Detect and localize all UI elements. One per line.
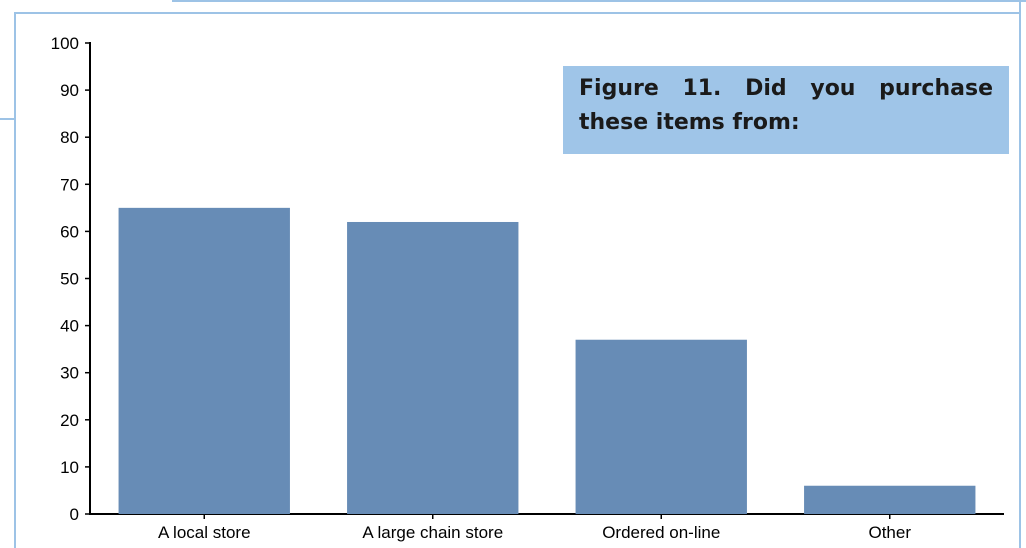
frame-border-right bbox=[1019, 0, 1021, 548]
frame-border-left bbox=[14, 118, 16, 548]
frame-border-stub bbox=[0, 118, 16, 120]
y-axis: 0 10 20 30 40 50 60 70 80 90 100 bbox=[51, 34, 91, 524]
bar bbox=[804, 485, 976, 514]
y-tick-label: 50 bbox=[60, 270, 79, 289]
bar bbox=[118, 207, 290, 514]
figure-caption: Figure 11. Did you purchase these items … bbox=[563, 66, 1009, 154]
y-tick-label: 70 bbox=[60, 175, 79, 194]
x-tick-label: A large chain store bbox=[362, 523, 503, 542]
y-tick-label: 0 bbox=[70, 505, 79, 524]
y-tick-label: 10 bbox=[60, 458, 79, 477]
frame-border-top bbox=[172, 0, 1026, 2]
y-tick-label: 30 bbox=[60, 364, 79, 383]
frame-border-inner-top bbox=[14, 12, 1021, 14]
frame-border-inner-left bbox=[14, 12, 16, 118]
x-tick-label: A local store bbox=[158, 523, 251, 542]
y-tick-label: 20 bbox=[60, 411, 79, 430]
x-axis: A local store A large chain store Ordered … bbox=[89, 513, 1004, 542]
bar bbox=[575, 339, 747, 514]
y-tick-label: 60 bbox=[60, 222, 79, 241]
y-tick-label: 40 bbox=[60, 317, 79, 336]
y-tick-label: 90 bbox=[60, 81, 79, 100]
bars bbox=[118, 207, 976, 515]
x-tick-label: Other bbox=[868, 523, 911, 542]
y-tick-label: 100 bbox=[51, 34, 79, 53]
y-tick-label: 80 bbox=[60, 128, 79, 147]
bar bbox=[347, 221, 519, 515]
x-tick-label: Ordered on-line bbox=[602, 523, 720, 542]
